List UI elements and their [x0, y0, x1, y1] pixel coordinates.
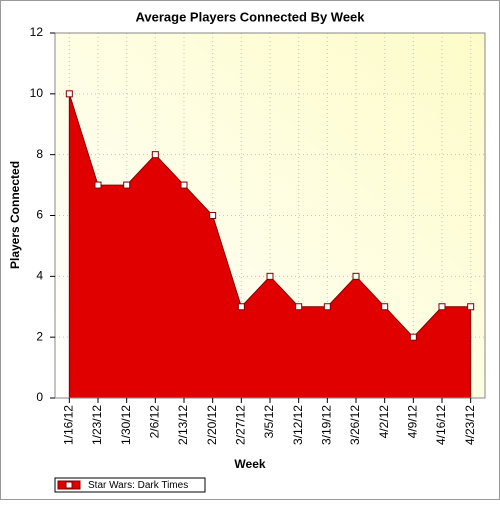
marker: [209, 212, 217, 219]
marker: [266, 272, 274, 280]
y-tick-label: 6: [36, 208, 43, 222]
x-tick-label: 2/13/12: [176, 405, 190, 445]
x-axis-label: Week: [234, 457, 265, 471]
y-tick-label: 2: [36, 329, 43, 343]
y-axis-label: Players Connected: [8, 161, 22, 269]
x-tick-label: 4/2/12: [377, 405, 391, 439]
y-tick-label: 4: [36, 269, 43, 283]
x-tick-label: 4/23/12: [463, 405, 477, 445]
x-tick-label: 2/6/12: [148, 405, 162, 439]
x-tick-label: 1/23/12: [90, 405, 104, 445]
marker: [467, 303, 475, 311]
area: [68, 93, 472, 399]
x-tick-label: 2/27/12: [234, 405, 248, 445]
x-tick-label: 3/5/12: [262, 405, 276, 439]
y-tick-label: 12: [30, 25, 44, 39]
chart-title: Average Players Connected By Week: [135, 9, 365, 24]
marker: [381, 303, 389, 311]
marker: [409, 333, 417, 341]
marker: [123, 181, 131, 189]
x-tick-label: 1/30/12: [119, 405, 133, 445]
legend-box: [54, 477, 206, 493]
y-tick-label: 0: [36, 390, 43, 404]
marker: [151, 151, 159, 159]
x-tick-label: 3/12/12: [291, 405, 305, 445]
marker: [180, 181, 188, 189]
plot: [55, 32, 485, 399]
marker: [352, 272, 360, 280]
x-tick-label: 4/16/12: [434, 405, 448, 445]
x-tick-label: 3/19/12: [320, 405, 334, 445]
marker: [323, 303, 331, 311]
legend-marker: [65, 481, 73, 489]
x-tick-label: 3/26/12: [348, 405, 362, 445]
marker: [94, 181, 102, 189]
x-tick-label: 2/20/12: [205, 405, 219, 445]
legend: Star Wars: Dark Times: [54, 477, 206, 493]
legend-label: Star Wars: Dark Times: [88, 480, 188, 491]
y-tick-label: 10: [30, 86, 44, 100]
marker: [438, 303, 446, 311]
x-tick-label: 1/16/12: [62, 405, 76, 445]
x-tick-label: 4/9/12: [406, 405, 420, 439]
marker: [65, 90, 73, 98]
marker: [237, 303, 245, 311]
marker: [295, 303, 303, 311]
y-tick-label: 8: [36, 147, 43, 161]
